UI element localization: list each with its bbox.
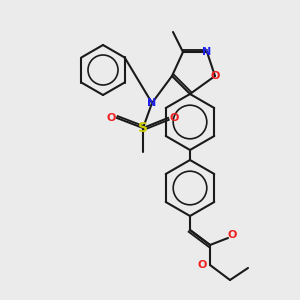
- Text: O: O: [106, 113, 116, 123]
- Text: S: S: [138, 121, 148, 135]
- Text: O: O: [169, 113, 179, 123]
- Text: N: N: [147, 98, 157, 108]
- Text: O: O: [210, 71, 220, 81]
- Text: O: O: [197, 260, 207, 270]
- Text: O: O: [227, 230, 237, 240]
- Text: N: N: [202, 47, 211, 57]
